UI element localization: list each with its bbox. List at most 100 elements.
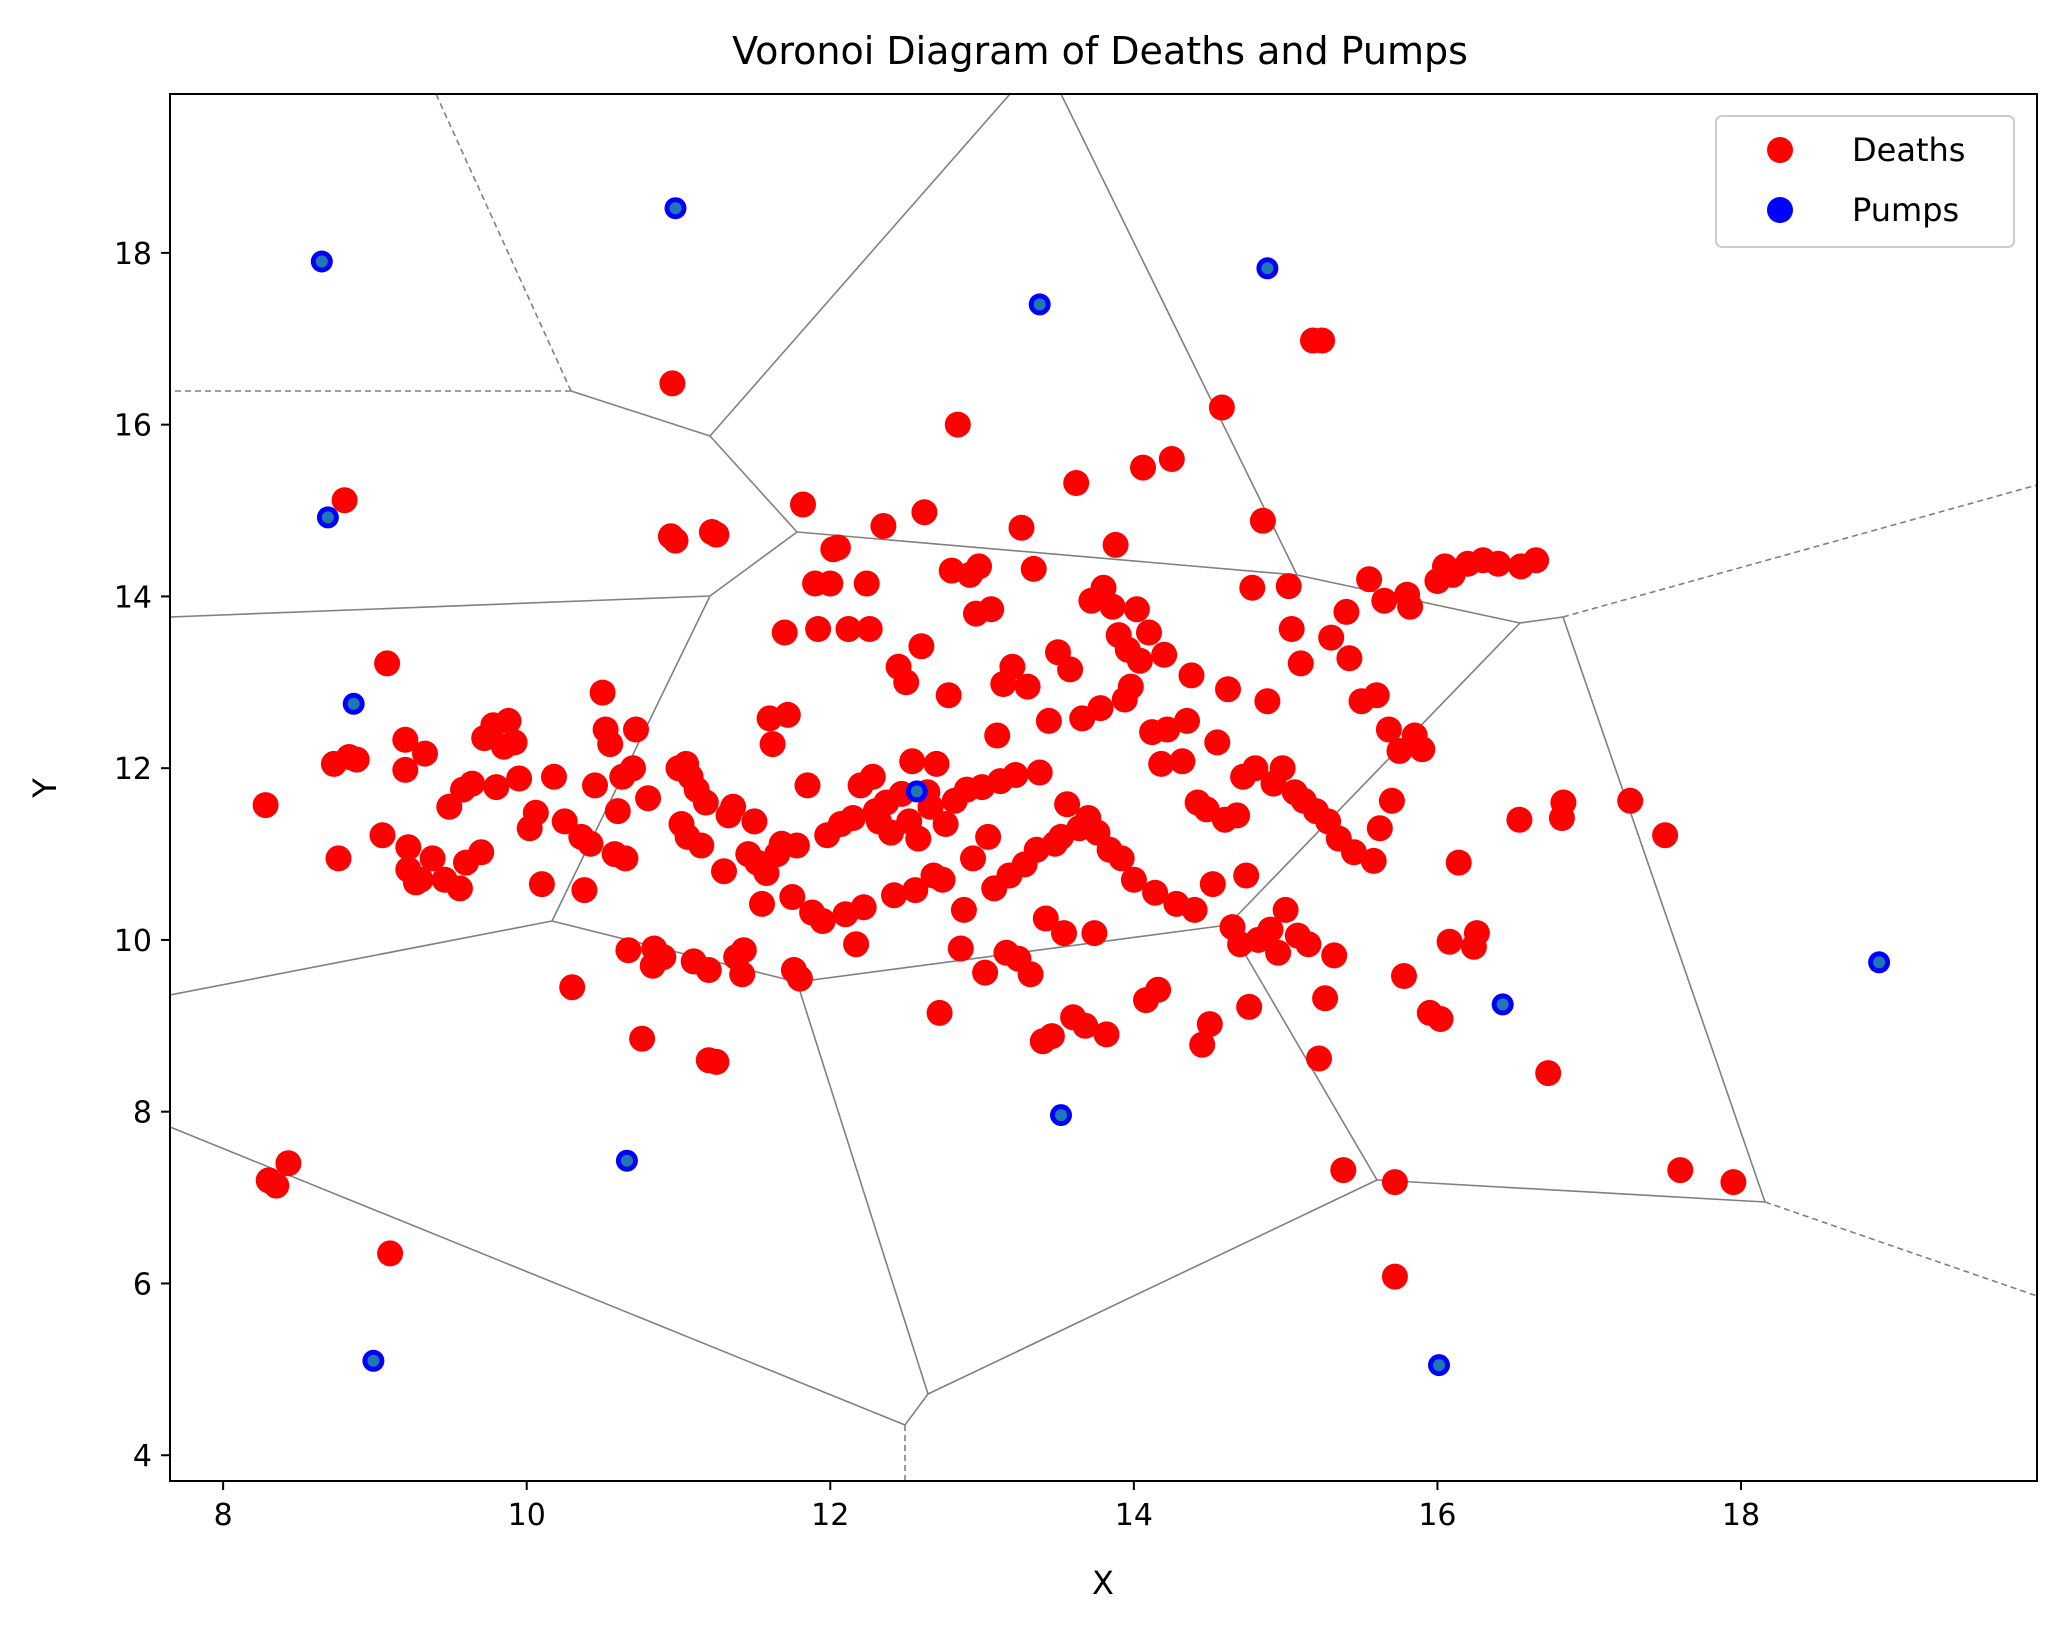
death-point xyxy=(783,832,810,859)
death-point xyxy=(790,491,816,518)
death-point xyxy=(1224,802,1251,829)
legend-deaths-marker xyxy=(1767,137,1793,163)
chart-title: Voronoi Diagram of Deaths and Pumps xyxy=(732,29,1468,73)
death-point xyxy=(1130,454,1156,481)
pump-vertex-marker xyxy=(315,255,328,268)
death-point xyxy=(805,616,832,642)
death-point xyxy=(392,756,419,783)
death-point xyxy=(1196,1011,1223,1038)
death-point xyxy=(369,822,396,849)
voronoi-edge xyxy=(904,1393,929,1426)
death-point xyxy=(870,513,897,539)
death-point xyxy=(1174,707,1200,734)
x-axis-ticks: 8 10 12 14 16 18 xyxy=(214,1481,1760,1533)
death-point xyxy=(1330,1157,1357,1184)
death-point xyxy=(1391,963,1417,989)
death-point xyxy=(923,750,950,777)
death-point xyxy=(774,701,801,728)
death-point xyxy=(1035,707,1062,734)
death-point xyxy=(1312,985,1339,1012)
death-point xyxy=(1117,673,1144,700)
death-point xyxy=(1427,1006,1454,1032)
death-point xyxy=(1366,815,1393,842)
death-point xyxy=(1278,616,1305,642)
death-point xyxy=(1506,806,1533,833)
death-point xyxy=(1550,789,1577,816)
death-point xyxy=(703,521,730,548)
x-tick-label: 8 xyxy=(214,1498,233,1533)
death-point xyxy=(506,765,533,792)
death-point xyxy=(893,669,920,696)
death-point xyxy=(604,798,631,825)
death-point xyxy=(1026,759,1053,786)
death-point xyxy=(1051,920,1077,947)
voronoi-infinite-edge xyxy=(1562,484,2037,618)
death-point xyxy=(1409,736,1436,763)
pump-vertex-marker xyxy=(620,1154,633,1167)
death-point xyxy=(1158,446,1185,472)
pump-vertex-marker xyxy=(669,202,682,215)
death-point xyxy=(759,731,786,758)
death-point xyxy=(1381,1263,1408,1290)
y-tick-label: 8 xyxy=(133,1096,152,1131)
death-point xyxy=(459,770,486,797)
voronoi-edge xyxy=(709,531,798,597)
death-point xyxy=(374,650,401,677)
deaths-series xyxy=(252,327,1747,1290)
y-tick-label: 16 xyxy=(114,409,152,444)
y-axis-label: Y xyxy=(26,778,64,799)
death-point xyxy=(1436,928,1463,955)
death-point xyxy=(1120,866,1147,893)
death-point xyxy=(881,882,907,909)
death-point xyxy=(662,527,689,554)
pump-vertex-marker xyxy=(321,511,334,524)
death-point xyxy=(978,596,1005,623)
death-point xyxy=(1014,673,1041,700)
death-point xyxy=(902,877,929,904)
death-point xyxy=(1148,750,1175,777)
death-point xyxy=(1249,507,1276,534)
death-point xyxy=(1093,1021,1120,1048)
y-tick-label: 14 xyxy=(114,580,152,615)
voronoi-edge xyxy=(170,595,711,618)
death-point xyxy=(972,959,999,986)
death-point xyxy=(1142,879,1169,906)
death-point xyxy=(1054,791,1081,818)
y-tick-label: 6 xyxy=(133,1267,152,1302)
pump-vertex-marker xyxy=(910,785,923,798)
death-point xyxy=(612,845,639,872)
death-point xyxy=(1272,896,1299,923)
death-point xyxy=(950,896,977,923)
death-point xyxy=(692,789,719,816)
death-point xyxy=(1239,574,1266,601)
death-point xyxy=(935,682,962,709)
death-point xyxy=(1154,716,1181,743)
death-point xyxy=(1397,593,1424,620)
death-point xyxy=(794,772,821,799)
death-point xyxy=(856,616,883,642)
voronoi-edge xyxy=(1519,616,1564,624)
death-point xyxy=(1081,920,1108,947)
death-point xyxy=(1375,716,1402,743)
death-point xyxy=(1123,596,1150,623)
death-point xyxy=(659,370,686,397)
voronoi-infinite-edge xyxy=(435,94,572,392)
death-point xyxy=(252,792,279,819)
death-point xyxy=(1215,676,1241,703)
death-point xyxy=(729,961,756,988)
pump-vertex-marker xyxy=(1055,1109,1067,1122)
legend: Deaths Pumps xyxy=(1715,115,2015,248)
death-point xyxy=(786,965,813,992)
pump-vertex-marker xyxy=(1496,998,1509,1011)
death-point xyxy=(412,740,438,767)
death-point xyxy=(407,866,434,893)
death-point xyxy=(501,729,528,756)
death-point xyxy=(1038,1023,1065,1050)
voronoi-edge xyxy=(570,390,711,437)
voronoi-edge xyxy=(170,920,553,996)
pump-vertex-marker xyxy=(1873,956,1886,969)
death-point xyxy=(908,633,935,660)
death-point xyxy=(395,834,422,861)
death-point xyxy=(331,487,358,514)
